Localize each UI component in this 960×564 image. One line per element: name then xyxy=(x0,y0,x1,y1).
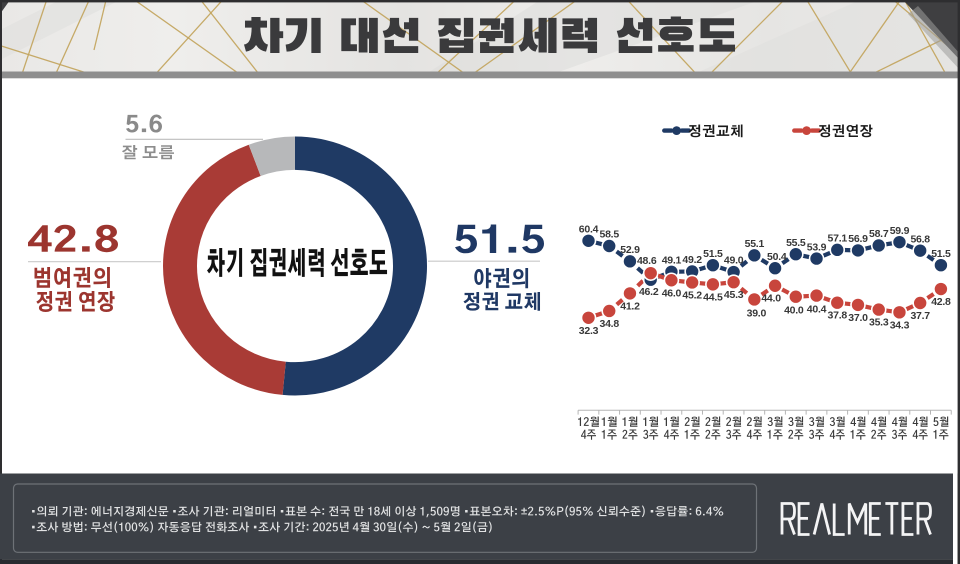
svg-text:32.3: 32.3 xyxy=(579,325,599,337)
svg-text:34.3: 34.3 xyxy=(890,319,910,331)
svg-text:50.4: 50.4 xyxy=(767,251,787,263)
svg-text:59.9: 59.9 xyxy=(890,225,910,237)
svg-text:55.5: 55.5 xyxy=(786,237,806,249)
svg-text:41.2: 41.2 xyxy=(620,300,640,312)
svg-text:60.4: 60.4 xyxy=(579,224,599,236)
svg-text:45.2: 45.2 xyxy=(682,289,702,301)
svg-text:42.8: 42.8 xyxy=(931,296,951,308)
svg-text:40.4: 40.4 xyxy=(807,304,827,316)
svg-text:45.3: 45.3 xyxy=(724,289,744,301)
svg-text:48.6: 48.6 xyxy=(637,255,657,267)
svg-text:51.5: 51.5 xyxy=(703,248,723,260)
svg-text:46.2: 46.2 xyxy=(639,286,659,298)
svg-text:57.1: 57.1 xyxy=(828,233,848,245)
svg-text:40.0: 40.0 xyxy=(784,305,804,317)
svg-text:58.5: 58.5 xyxy=(600,229,620,241)
svg-text:37.0: 37.0 xyxy=(848,312,868,324)
svg-text:49.1: 49.1 xyxy=(662,254,682,266)
svg-text:51.5: 51.5 xyxy=(931,248,951,260)
svg-text:56.9: 56.9 xyxy=(848,233,868,245)
svg-text:34.8: 34.8 xyxy=(600,318,620,330)
svg-text:37.7: 37.7 xyxy=(910,310,930,322)
svg-text:53.9: 53.9 xyxy=(807,241,827,253)
svg-text:35.3: 35.3 xyxy=(869,317,889,329)
svg-text:49.0: 49.0 xyxy=(724,255,744,267)
svg-text:49.2: 49.2 xyxy=(682,254,702,266)
svg-text:44.0: 44.0 xyxy=(761,293,781,305)
svg-text:44.5: 44.5 xyxy=(703,291,723,303)
svg-text:37.8: 37.8 xyxy=(828,310,848,322)
svg-text:46.0: 46.0 xyxy=(662,287,682,299)
svg-text:39.0: 39.0 xyxy=(747,307,767,319)
svg-text:55.1: 55.1 xyxy=(745,238,765,250)
svg-text:52.9: 52.9 xyxy=(620,244,640,256)
svg-text:58.7: 58.7 xyxy=(869,228,889,240)
svg-text:56.8: 56.8 xyxy=(910,233,930,245)
